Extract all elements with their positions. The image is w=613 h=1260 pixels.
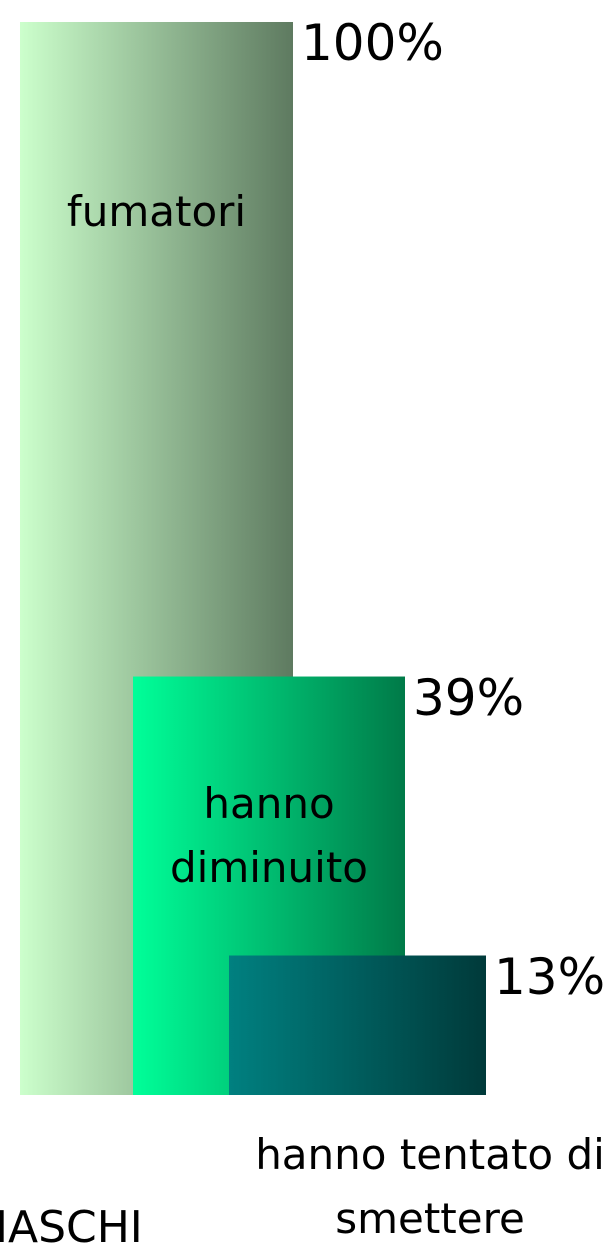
category-label: hanno tentato di smettere <box>255 1130 605 1243</box>
bar <box>229 955 486 1095</box>
category-label: hanno diminuito <box>170 779 368 892</box>
group-label: MASCHI <box>0 1202 143 1253</box>
value-label: 13% <box>494 947 606 1006</box>
category-label: fumatori <box>66 187 247 236</box>
value-label: 39% <box>413 668 525 727</box>
value-label: 100% <box>301 14 444 72</box>
